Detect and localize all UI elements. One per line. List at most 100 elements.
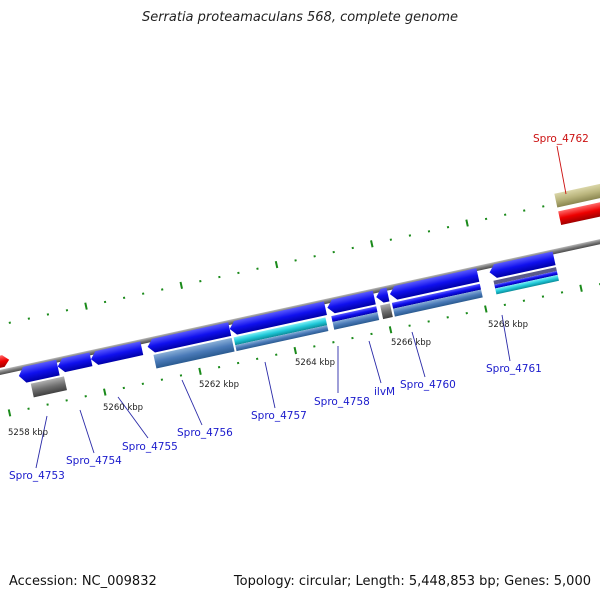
outer-tick-mark (313, 255, 316, 258)
inner-tick-mark (46, 403, 49, 406)
outer-tick-mark (122, 296, 126, 300)
outer-tick-mark (389, 238, 393, 241)
map-title: Serratia proteamaculans 568, complete ge… (141, 10, 459, 25)
gene-box-spro-4762-red (558, 194, 600, 226)
inner-tick-mark (484, 305, 488, 313)
inner-tick-mark (275, 353, 278, 356)
inner-tick-mark (236, 361, 240, 365)
outer-tick-mark (103, 300, 107, 304)
scale-label-5260: 5260 kbp (103, 403, 143, 413)
inner-tick-mark (560, 291, 564, 294)
gene-label-spro-4757: Spro_4757 (251, 410, 307, 422)
gene-box-spro-4756-steel (153, 337, 235, 369)
outer-tick-mark (256, 267, 259, 270)
gene-box-ilvm-grey (380, 303, 393, 320)
gene-arrow-spro-4753 (18, 359, 60, 383)
genome-summary: Topology: circular; Length: 5,448,853 bp… (233, 574, 591, 589)
inner-tick-mark (370, 332, 373, 336)
inner-tick-mark (351, 336, 354, 340)
genome-track (0, 176, 600, 417)
outer-tick-mark (427, 230, 431, 233)
outer-tick-mark (523, 209, 526, 212)
outer-tick-mark (446, 226, 450, 229)
inner-tick-mark (160, 378, 164, 381)
inner-tick-mark (141, 382, 145, 385)
scale-label-5266: 5266 kbp (391, 338, 431, 348)
inner-tick-mark (427, 320, 430, 323)
inner-tick-mark (579, 284, 583, 292)
outer-tick-mark (484, 217, 488, 221)
gene-arrow-spro-4758 (327, 290, 376, 314)
outer-tick-mark (27, 317, 31, 320)
gene-arrow-ilvm (376, 287, 390, 303)
outer-tick-mark (332, 250, 335, 254)
outer-tick-mark (199, 280, 202, 283)
gene-label-spro-4753: Spro_4753 (9, 470, 65, 482)
accession-label: Accession: NC_009832 (9, 574, 157, 589)
inner-tick-mark (179, 374, 183, 377)
outer-tick-mark (218, 275, 221, 279)
gene-box-spro-4753-grey (30, 376, 67, 398)
scale-label-5264: 5264 kbp (295, 358, 335, 368)
inner-tick-mark (217, 365, 221, 369)
outer-tick-mark (465, 219, 469, 227)
gene-box-spro-4760-steel (393, 289, 483, 317)
outer-tick-mark (370, 240, 374, 248)
gene-box-spro-4757-cyan (233, 317, 328, 346)
inner-tick-mark (27, 407, 30, 410)
gene-box-spro-4762-olive (554, 176, 600, 208)
gene-label-spro-4755: Spro_4755 (122, 441, 178, 453)
outer-tick-mark (46, 313, 50, 316)
outer-tick-mark (274, 260, 279, 269)
gene-box-spro-4758-steel (332, 312, 380, 330)
gene-box-spro-4761-cyan (495, 274, 559, 295)
inner-tick-mark (122, 386, 126, 390)
gene-label-spro-4762: Spro_4762 (533, 133, 589, 145)
inner-tick-mark (293, 346, 298, 355)
outer-tick-mark (237, 271, 240, 275)
inner-tick-mark (255, 357, 259, 361)
inner-tick-mark (408, 324, 411, 327)
inner-tick-mark (503, 303, 507, 307)
outer-tick-mark (161, 288, 164, 291)
gene-arrow-spro-4756 (147, 322, 232, 353)
gene-arrow-spro-4761 (489, 251, 556, 278)
scale-labels: 5258 kbp 5260 kbp 5262 kbp 5264 kbp 5266… (8, 320, 528, 438)
outer-tick-mark (408, 234, 412, 237)
gene-arrow-left-edge (0, 355, 10, 371)
gene-box-spro-4761-blue (494, 271, 558, 289)
gene-arrow-spro-4760 (389, 268, 480, 300)
gene-box-spro-4761-grey (493, 267, 557, 285)
gene-arrow-spro-4754 (57, 352, 93, 373)
scale-label-5262: 5262 kbp (199, 380, 239, 390)
inner-tick-mark (388, 326, 393, 334)
inner-tick-mark (332, 341, 335, 344)
inner-tick-mark (313, 345, 316, 348)
inner-tick-mark (541, 295, 545, 298)
outer-tick-mark (141, 292, 145, 295)
scale-label-5268: 5268 kbp (488, 320, 528, 330)
inner-tick-row (7, 282, 600, 417)
gene-label-ilvm: ilvM (374, 386, 395, 398)
outer-tick-mark (503, 213, 507, 216)
gene-arrow-spro-4757 (229, 301, 327, 335)
inner-tick-mark (198, 367, 202, 375)
gene-label-spro-4756: Spro_4756 (177, 427, 233, 439)
inner-tick-mark (446, 316, 449, 319)
inner-tick-mark (84, 395, 87, 398)
outer-tick-mark (351, 246, 354, 250)
outer-tick-mark (294, 259, 297, 262)
outer-tick-mark (179, 281, 183, 289)
gene-label-spro-4761: Spro_4761 (486, 363, 542, 375)
gene-label-spro-4758: Spro_4758 (314, 396, 370, 408)
gene-labels: Spro_4753 Spro_4754 Spro_4755 Spro_4756 … (9, 133, 589, 482)
gene-label-spro-4754: Spro_4754 (66, 455, 122, 467)
gene-box-spro-4758-blue (331, 306, 378, 322)
gene-arrow-spro-4755 (90, 341, 144, 365)
inner-tick-mark (7, 409, 12, 417)
inner-tick-mark (465, 311, 468, 315)
outer-tick-mark (8, 321, 11, 324)
callout-lines (35, 145, 567, 469)
gene-box-spro-4757-steel (235, 325, 329, 352)
